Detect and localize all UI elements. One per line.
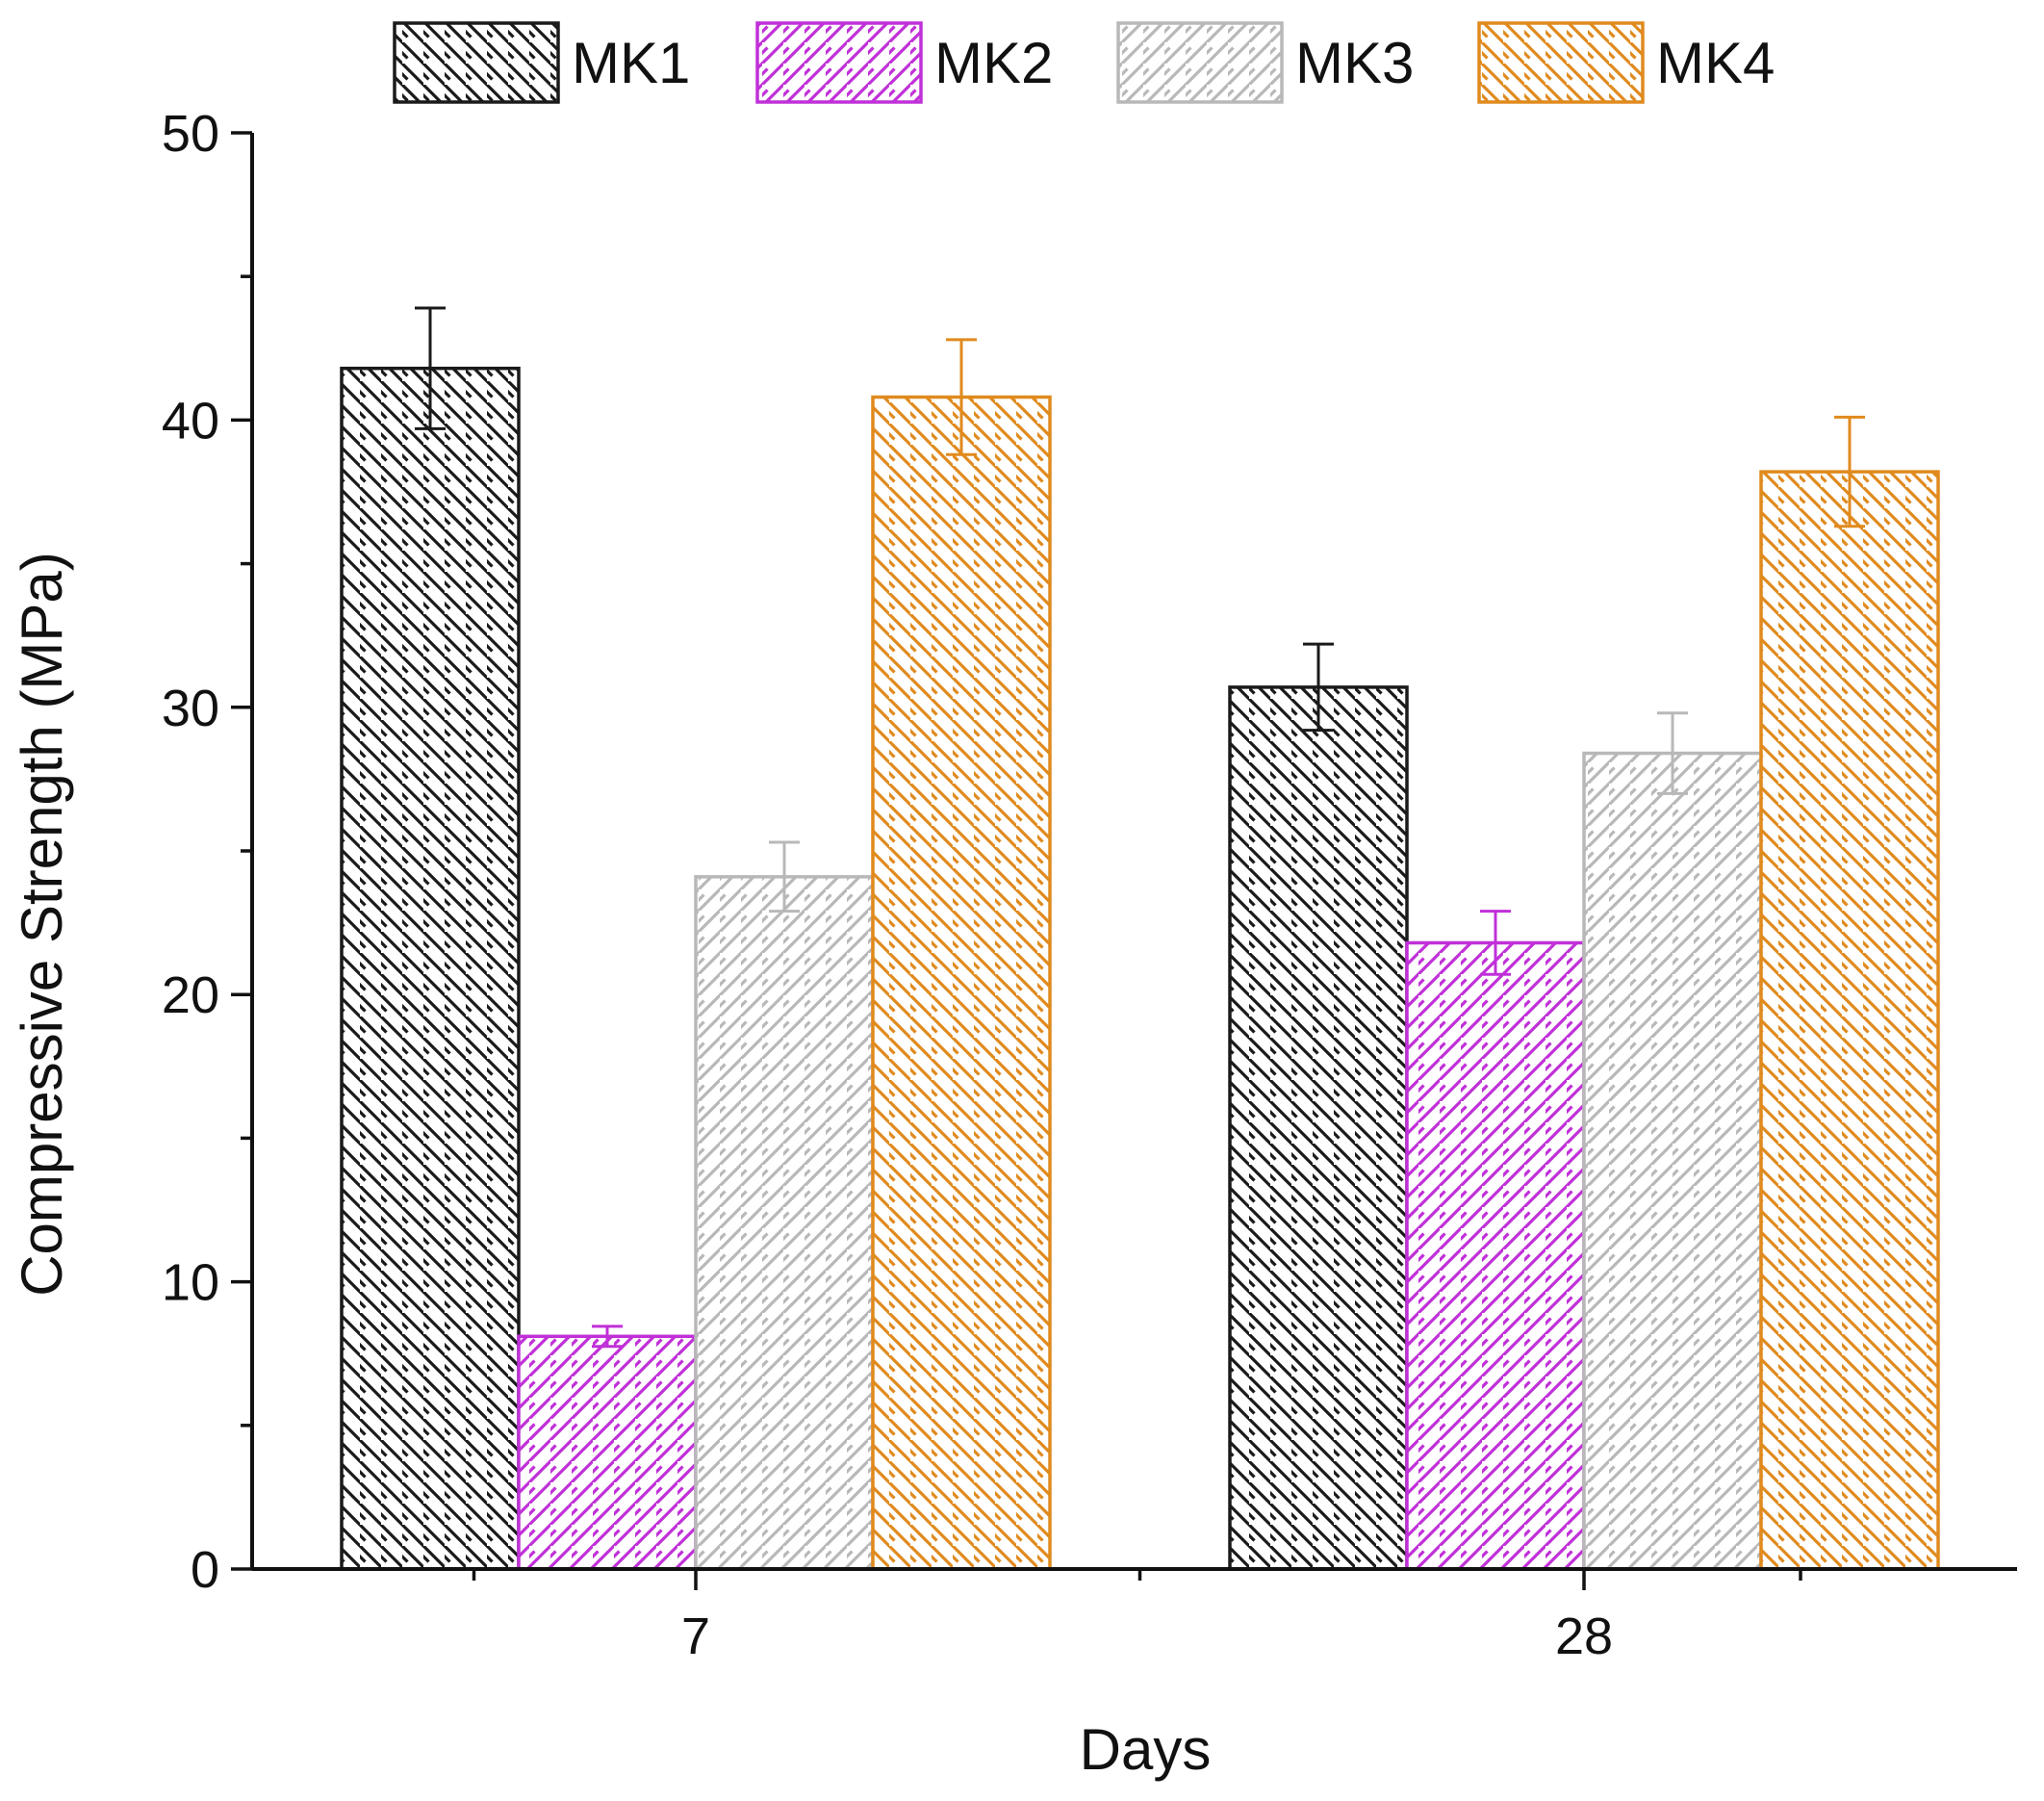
bar-mk4-day-28 [1759, 470, 1940, 1571]
legend: MK1 MK2 MK3 MK4 [393, 21, 1775, 104]
legend-item-mk2: MK2 [755, 21, 1053, 104]
x-tick-label-7: 7 [681, 1608, 710, 1665]
error-bar-mk1-day-28 [1303, 642, 1334, 733]
legend-swatch [755, 21, 923, 104]
y-tick-label: 10 [162, 1254, 219, 1312]
legend-label: MK4 [1656, 31, 1775, 95]
legend-item-mk1: MK1 [393, 21, 690, 104]
error-bar-mk4-day-28 [1834, 415, 1865, 528]
bars [340, 366, 1940, 1571]
error-bar-mk3-day-28 [1657, 711, 1688, 795]
y-tick-label: 20 [162, 966, 219, 1024]
y-axis-title: Compressive Strength (MPa) [10, 552, 74, 1297]
bar-mk2-day-7 [517, 1334, 698, 1571]
x-axis-title: Days [1080, 1717, 1212, 1782]
legend-label: MK2 [934, 31, 1053, 95]
axes: 0 10 20 30 40 50 7 28 [162, 105, 2017, 1665]
legend-swatch [393, 21, 560, 104]
y-tick-label: 50 [162, 105, 219, 163]
bar-mk3-day-28 [1582, 751, 1763, 1571]
legend-swatch [1116, 21, 1284, 104]
legend-swatch [1477, 21, 1645, 104]
error-bar-mk4-day-7 [946, 338, 977, 456]
legend-label: MK3 [1295, 31, 1414, 95]
bar-mk1-day-28 [1228, 685, 1409, 1571]
bar-mk1-day-7 [340, 366, 521, 1571]
error-bar-mk2-day-7 [592, 1325, 623, 1349]
bar-mk2-day-28 [1405, 940, 1586, 1571]
legend-label: MK1 [572, 31, 690, 95]
bar-mk3-day-7 [694, 875, 875, 1571]
bar-mk4-day-7 [871, 395, 1052, 1571]
y-tick-label: 40 [162, 392, 219, 450]
error-bar-mk3-day-7 [769, 840, 800, 913]
y-tick-label: 0 [191, 1541, 219, 1599]
legend-item-mk3: MK3 [1116, 21, 1414, 104]
legend-item-mk4: MK4 [1477, 21, 1775, 104]
x-tick-label-28: 28 [1555, 1608, 1613, 1665]
error-bars [415, 306, 1865, 1349]
y-tick-label: 30 [162, 680, 219, 737]
error-bar-mk1-day-7 [415, 306, 446, 430]
error-bar-mk2-day-28 [1480, 910, 1511, 976]
